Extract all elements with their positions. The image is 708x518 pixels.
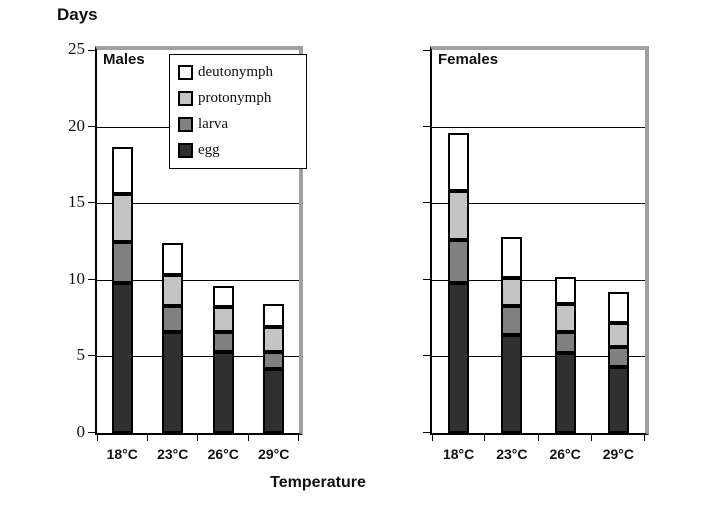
bar-males-26°C-larva	[212, 331, 234, 352]
x-tick-mark	[146, 435, 148, 441]
legend-label-protonymph: protonymph	[198, 90, 272, 106]
bar-females-29°C-protonymph	[607, 322, 629, 348]
bar-females-23°C-deutonymph	[501, 236, 523, 279]
bar-males-29°C-larva	[263, 351, 285, 369]
gridline-15	[432, 203, 645, 205]
bar-females-18°C-protonymph	[448, 190, 470, 240]
gridline-5	[432, 356, 645, 358]
x-tick-mark	[644, 435, 645, 441]
legend-item-deutonymph: deutonymph	[178, 64, 298, 81]
bar-males-18°C-protonymph	[111, 194, 133, 242]
x-tick-mark	[298, 435, 299, 441]
bar-females-23°C-protonymph	[501, 278, 523, 306]
legend-label-larva: larva	[198, 116, 228, 132]
y-axis-title: Days	[57, 5, 98, 24]
x-tick-label-18°C: 18°C	[106, 446, 138, 462]
x-tick-mark	[247, 435, 249, 441]
y-tick-mark-0	[88, 432, 95, 433]
bar-males-23°C-egg	[162, 331, 184, 433]
bar-females-29°C-larva	[607, 347, 629, 368]
x-tick-mark	[537, 435, 539, 441]
bar-females-29°C-deutonymph	[607, 292, 629, 323]
bar-males-23°C-larva	[162, 305, 184, 332]
legend-item-protonymph: protonymph	[178, 90, 298, 107]
bar-females-26°C-larva	[554, 331, 576, 354]
y-tick-mark-15	[88, 202, 95, 204]
x-tick-mark	[197, 435, 198, 441]
x-tick-label-23°C: 23°C	[157, 446, 189, 462]
x-axis-title: Temperature	[270, 474, 366, 491]
egg-swatch	[178, 143, 193, 158]
y-tick-label-20: 20	[68, 115, 85, 135]
y-tick-mark-10	[88, 278, 95, 280]
bar-males-18°C-larva	[111, 241, 133, 283]
bar-males-23°C-protonymph	[162, 275, 184, 306]
bar-males-23°C-deutonymph	[162, 243, 184, 276]
x-tick-mark	[97, 435, 98, 441]
x-tick-label-29°C: 29°C	[258, 446, 290, 462]
bar-females-23°C-larva	[501, 305, 523, 335]
bar-males-18°C-deutonymph	[111, 146, 133, 195]
bar-males-18°C-egg	[111, 282, 133, 433]
x-tick-label-29°C: 29°C	[602, 446, 635, 462]
x-tick-mark	[484, 435, 486, 441]
bar-females-26°C-protonymph	[554, 304, 576, 332]
females-plot-area: 18°C 23°C 26°C 29°C	[423, 46, 649, 462]
males-panel-label: Males	[103, 51, 145, 68]
females-panel-label: Females	[438, 51, 499, 68]
bar-females-18°C-egg	[448, 282, 470, 433]
females-chart-panel: 18°C 23°C 26°C 29°C Females	[423, 46, 649, 462]
males-chart-panel: 0 5 10 15 20 25 18°C 23°C 26°C 29°C Males deutony…	[68, 39, 307, 462]
bar-males-26°C-egg	[212, 351, 234, 433]
y-tick-label-0: 0	[76, 422, 86, 441]
legend-item-egg: egg	[178, 142, 298, 159]
bar-females-26°C-egg	[554, 353, 576, 433]
bar-females-23°C-egg	[501, 334, 523, 433]
x-tick-label-26°C: 26°C	[549, 446, 581, 462]
legend-label-deutonymph: deutonymph	[198, 64, 273, 80]
bar-females-29°C-egg	[607, 367, 629, 433]
bar-males-26°C-deutonymph	[212, 285, 234, 308]
y-tick-mark-20	[88, 125, 95, 127]
y-tick-label-25: 25	[68, 39, 85, 58]
gridline-15	[97, 203, 299, 205]
y-tick-mark-15	[423, 202, 430, 204]
y-tick-label-10: 10	[68, 268, 85, 288]
x-tick-mark	[432, 435, 433, 441]
bar-females-18°C-larva	[448, 239, 470, 283]
larva-swatch	[178, 117, 193, 132]
y-tick-mark-25	[423, 50, 430, 51]
x-tick-mark	[590, 435, 592, 441]
y-tick-mark-20	[423, 125, 430, 127]
y-tick-mark-10	[423, 278, 430, 280]
y-tick-mark-5	[423, 355, 430, 357]
gridline-20	[432, 126, 645, 128]
bar-females-18°C-deutonymph	[448, 132, 470, 191]
y-tick-label-5: 5	[76, 345, 86, 365]
y-tick-label-15: 15	[68, 192, 85, 212]
bar-females-26°C-deutonymph	[554, 276, 576, 305]
gridline-10	[432, 279, 645, 281]
y-tick-mark-5	[88, 355, 95, 357]
bar-males-29°C-protonymph	[263, 327, 285, 352]
y-tick-mark-25	[88, 50, 95, 51]
bar-males-29°C-deutonymph	[263, 304, 285, 328]
legend-item-larva: larva	[178, 116, 298, 133]
bar-males-29°C-egg	[263, 368, 285, 433]
deutonymph-swatch	[178, 65, 193, 80]
x-tick-label-23°C: 23°C	[496, 446, 528, 462]
gridline-10	[97, 279, 299, 281]
legend: deutonymph protonymph larva egg	[169, 54, 307, 169]
bar-males-26°C-protonymph	[212, 307, 234, 332]
gridline-5	[97, 356, 299, 358]
protonymph-swatch	[178, 91, 193, 106]
y-tick-mark-0	[423, 432, 430, 433]
x-tick-label-26°C: 26°C	[207, 446, 239, 462]
legend-label-egg: egg	[198, 142, 220, 158]
x-tick-label-18°C: 18°C	[442, 446, 475, 462]
